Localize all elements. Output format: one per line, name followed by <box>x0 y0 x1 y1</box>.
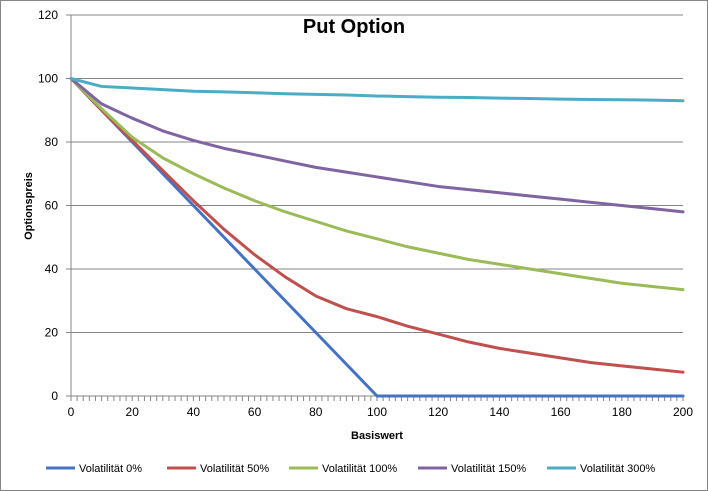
x-axis-title: Basiswert <box>351 430 403 442</box>
y-tick-label: 60 <box>45 199 59 213</box>
axes <box>66 14 684 401</box>
tick-labels: 0 20 40 60 80 100 120 0 20 40 60 80 100 120 140 160 180 2… <box>38 8 693 419</box>
x-tick-label: 0 <box>68 405 75 419</box>
legend-label: Volatilität 100% <box>322 463 397 475</box>
legend-label: Volatilität 150% <box>451 463 526 475</box>
series-line-3 <box>69 77 685 214</box>
x-tick-label: 80 <box>309 405 323 419</box>
x-tick-label: 60 <box>248 405 262 419</box>
y-axis-title: Optionspreis <box>23 172 35 240</box>
x-tick-label: 20 <box>126 405 140 419</box>
legend-item: Volatilität 150% <box>418 463 526 475</box>
legend: Volatilität 0% Volatilität 50% Volatilität… <box>46 463 655 475</box>
x-tick-label: 160 <box>551 405 571 419</box>
series-line-4 <box>69 77 685 103</box>
chart-title: Put Option <box>303 16 405 38</box>
legend-label: Volatilität 0% <box>79 463 142 475</box>
legend-item: Volatilität 300% <box>547 463 655 475</box>
gridlines <box>71 14 683 333</box>
y-tick-label: 40 <box>45 262 59 276</box>
y-tick-label: 20 <box>45 326 59 340</box>
legend-item: Volatilität 0% <box>46 463 142 475</box>
series-line-0 <box>69 77 685 398</box>
series-line-2 <box>69 77 685 292</box>
legend-label: Volatilität 50% <box>200 463 269 475</box>
y-tick-label: 120 <box>38 8 58 22</box>
legend-label: Volatilität 300% <box>580 463 655 475</box>
series-lines <box>69 77 685 398</box>
x-tick-label: 180 <box>612 405 632 419</box>
y-tick-label: 80 <box>45 135 59 149</box>
legend-item: Volatilität 100% <box>289 463 397 475</box>
x-tick-label: 120 <box>428 405 448 419</box>
x-tick-label: 140 <box>489 405 509 419</box>
x-tick-label: 40 <box>187 405 201 419</box>
y-tick-label: 100 <box>38 72 58 86</box>
legend-item: Volatilität 50% <box>167 463 269 475</box>
x-tick-label: 200 <box>673 405 693 419</box>
x-tick-label: 100 <box>367 405 387 419</box>
y-tick-label: 0 <box>51 389 58 403</box>
series-line-1 <box>69 77 685 374</box>
